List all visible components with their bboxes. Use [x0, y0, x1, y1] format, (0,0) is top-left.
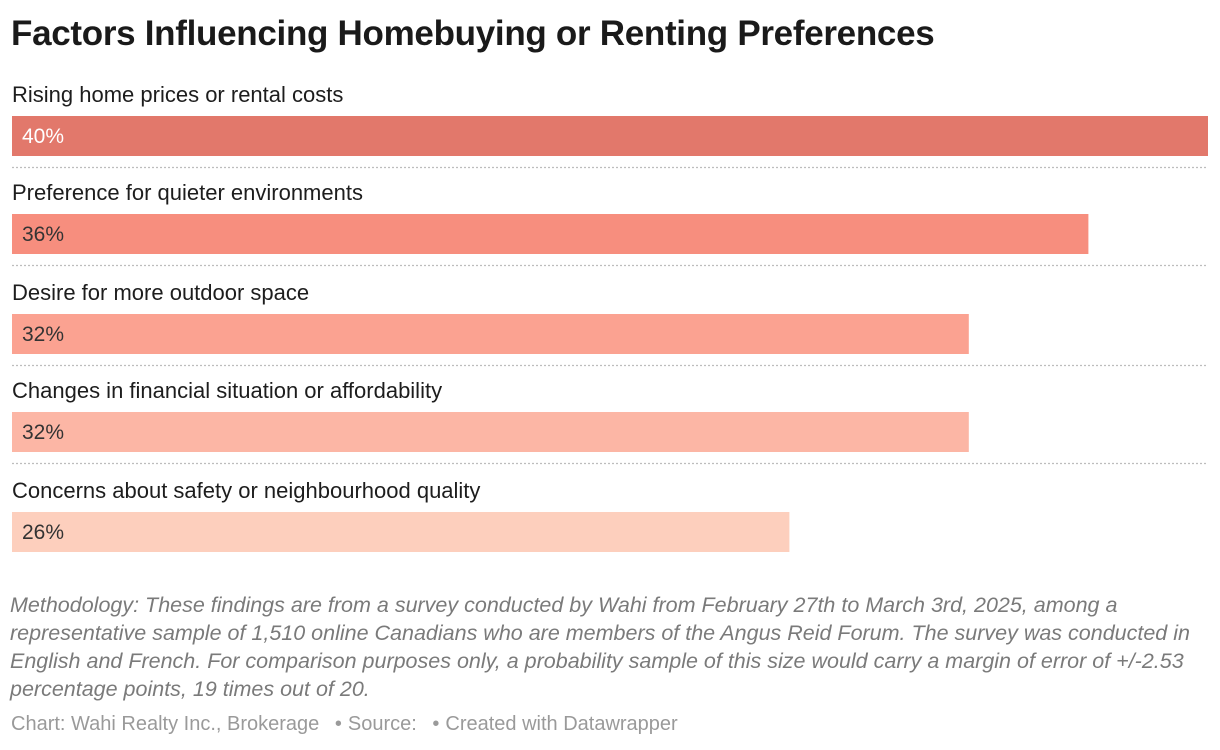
footer-separator: •: [334, 713, 342, 735]
bar: [12, 214, 1089, 254]
chart-title: Factors Influencing Homebuying or Rentin…: [11, 14, 935, 53]
category-label: Changes in financial situation or afford…: [12, 378, 442, 403]
category-label: Preference for quieter environments: [12, 180, 363, 205]
bar: [12, 116, 1208, 156]
bar-chart: Rising home prices or rental costs 40% Pre…: [12, 82, 1208, 552]
bar: [12, 412, 969, 452]
footer-separator: •: [432, 713, 440, 735]
chart-footer: Chart: Wahi Realty Inc., Brokerage • Sour…: [11, 713, 678, 736]
methodology-note: Methodology: These findings are from a s…: [10, 593, 1190, 701]
chart-credit: Chart: Wahi Realty Inc., Brokerage: [11, 713, 320, 735]
category-label: Concerns about safety or neighbourhood q…: [12, 478, 480, 503]
bar: [12, 314, 969, 354]
source-label: Source:: [347, 713, 417, 735]
value-label: 36%: [22, 223, 64, 246]
value-label: 32%: [22, 323, 64, 346]
category-label: Desire for more outdoor space: [12, 280, 309, 305]
value-label: 40%: [22, 125, 64, 148]
bar: [12, 512, 790, 552]
created-with: Created with Datawrapper: [445, 713, 678, 735]
category-label: Rising home prices or rental costs: [12, 82, 343, 107]
value-label: 32%: [22, 421, 64, 444]
value-label: 26%: [22, 521, 64, 544]
